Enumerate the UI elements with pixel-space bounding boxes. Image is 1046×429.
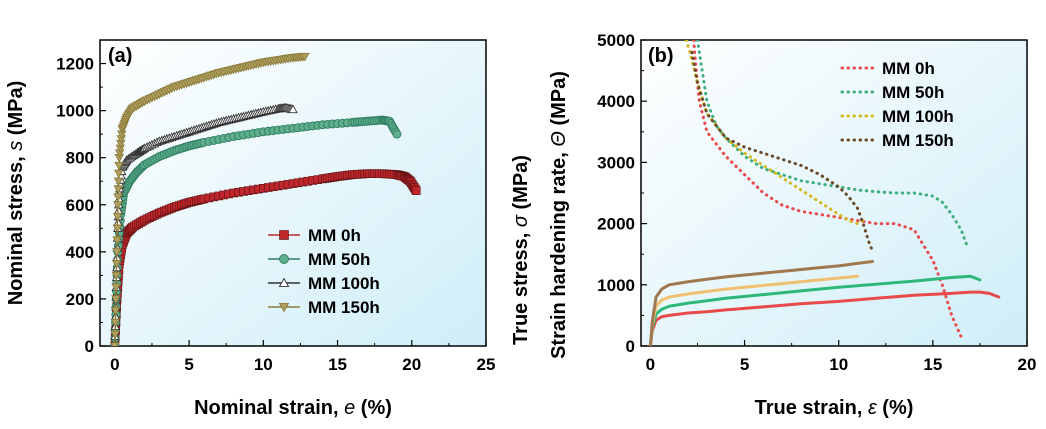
panel-a-series [110, 52, 421, 346]
panel-a-ylabel: Nominal stress, s (MPa) [5, 81, 27, 306]
panel-a-label: (a) [108, 45, 132, 67]
panel-a-ytick-label: 400 [66, 243, 94, 262]
panel-a-data-point [114, 169, 124, 179]
panel-a-data-point [111, 295, 121, 304]
panel-a-plot-area [99, 39, 487, 347]
panel-a-data-point [112, 248, 122, 257]
panel-b-stress-curve [648, 274, 860, 346]
panel-b-legend: MM 0h MM 50h MM 100h MM 150h [840, 59, 954, 150]
panel-a-ytick-label: 0 [85, 337, 94, 356]
panel-a-data-point [110, 318, 121, 328]
panel-a-data-point [112, 236, 122, 246]
panel-b-xtick-label: 15 [923, 355, 942, 374]
panel-a-legend-label: MM 100h [308, 274, 380, 293]
panel-a-legend-marker [279, 254, 289, 264]
panel-a-legend-marker [278, 277, 290, 288]
panel-a-series-2 [110, 102, 298, 346]
panel-b-hardening-curve [695, 40, 969, 247]
panel-a-ytick-label: 1000 [56, 102, 94, 121]
panel-a-legend-label: MM 150h [308, 298, 380, 317]
panel-b-ytick-label: 0 [626, 337, 635, 356]
panel-b-legend-label: MM 100h [882, 107, 954, 126]
panel-a-data-point [392, 129, 402, 139]
panel-b-hardening-curve [690, 50, 875, 253]
panel-a-xlabel: Nominal strain, e (%) [194, 397, 392, 419]
panel-b-xtick-label: 10 [829, 355, 848, 374]
panel-a-data-point [288, 104, 298, 114]
panel-a-xtick-label: 25 [477, 355, 496, 374]
panel-b-hardening-curve [692, 40, 963, 339]
panel-a-xtick-label: 10 [254, 355, 273, 374]
panel-a-legend-label: MM 0h [308, 226, 361, 245]
panel-b-ytick-label: 2000 [597, 215, 635, 234]
panel-b-legend-label: MM 150h [882, 131, 954, 150]
panel-a-xtick-label: 20 [402, 355, 421, 374]
panel-a-data-point [113, 201, 123, 210]
panel-a-ytick-label: 1200 [56, 55, 94, 74]
panel-b-ylabel-hardening: Strain hardening rate, Θ (MPa) [548, 71, 570, 359]
panel-b-ytick-label: 4000 [597, 92, 635, 111]
panel-b-xtick-label: 20 [1018, 355, 1037, 374]
panel-b-ytick-label: 1000 [597, 276, 635, 295]
panel-a-ytick-label: 600 [66, 196, 94, 215]
panel-b-label: (b) [648, 45, 674, 67]
panel-b-plot-area [640, 39, 1028, 347]
panel-a-data-point [110, 307, 121, 316]
panel-a-series-3 [110, 52, 310, 346]
panel-b-xlabel: True strain, ε (%) [755, 397, 914, 419]
panel-a-xtick-label: 0 [110, 355, 119, 374]
panel-b-legend-label: MM 0h [882, 59, 935, 78]
panel-a-data-point [111, 271, 122, 281]
panel-a-data-point [411, 186, 421, 195]
panel-a-data-point [111, 259, 122, 269]
panel-a-data-point [300, 52, 310, 62]
panel-a-data-point [114, 161, 124, 171]
panel-a-ticks: 0 5 10 15 20 25 0 200 400 600 800 1000 1200 [56, 55, 495, 374]
panel-a-ytick-label: 200 [66, 290, 94, 309]
panel-a-data-point [111, 283, 121, 293]
panel-a-xtick-label: 15 [328, 355, 347, 374]
panel-a: 0 5 10 15 20 25 0 200 400 600 800 1000 1200 (a) MM 0… [5, 39, 495, 419]
panel-b-xtick-label: 5 [740, 355, 749, 374]
panel-b-stress-curve [648, 290, 1001, 346]
panel-a-data-point [113, 177, 124, 187]
panel-a-data-point [112, 212, 123, 222]
panel-a-legend: MM 0h MM 50h MM 100h MM 150h [268, 226, 380, 317]
panel-b-stress-curve [648, 260, 875, 346]
panel-a-data-point [112, 224, 123, 234]
panel-a-data-point [113, 193, 123, 202]
panel-a-legend-marker [279, 230, 289, 240]
panel-a-ytick-label: 800 [66, 149, 94, 168]
panel-b-legend-label: MM 50h [882, 83, 944, 102]
panel-a-data-point [110, 342, 120, 346]
panel-a-legend-marker [278, 302, 290, 313]
panel-b-ticks: 0 5 10 15 20 0 1000 2000 3000 4000 5000 [597, 31, 1036, 374]
panel-a-data-point [110, 330, 120, 340]
panel-a-data-point [113, 185, 124, 195]
panel-b-ylabel-stress: True stress, σ (MPa) [510, 155, 532, 345]
panel-a-legend-label: MM 50h [308, 250, 370, 269]
panel-a-xtick-label: 5 [184, 355, 193, 374]
panel-b-ytick-label: 5000 [597, 31, 635, 50]
panel-b-xtick-label: 0 [646, 355, 655, 374]
panel-b-series [648, 40, 1001, 346]
panel-b-stress-curve [648, 274, 982, 346]
panel-b-ytick-label: 3000 [597, 153, 635, 172]
